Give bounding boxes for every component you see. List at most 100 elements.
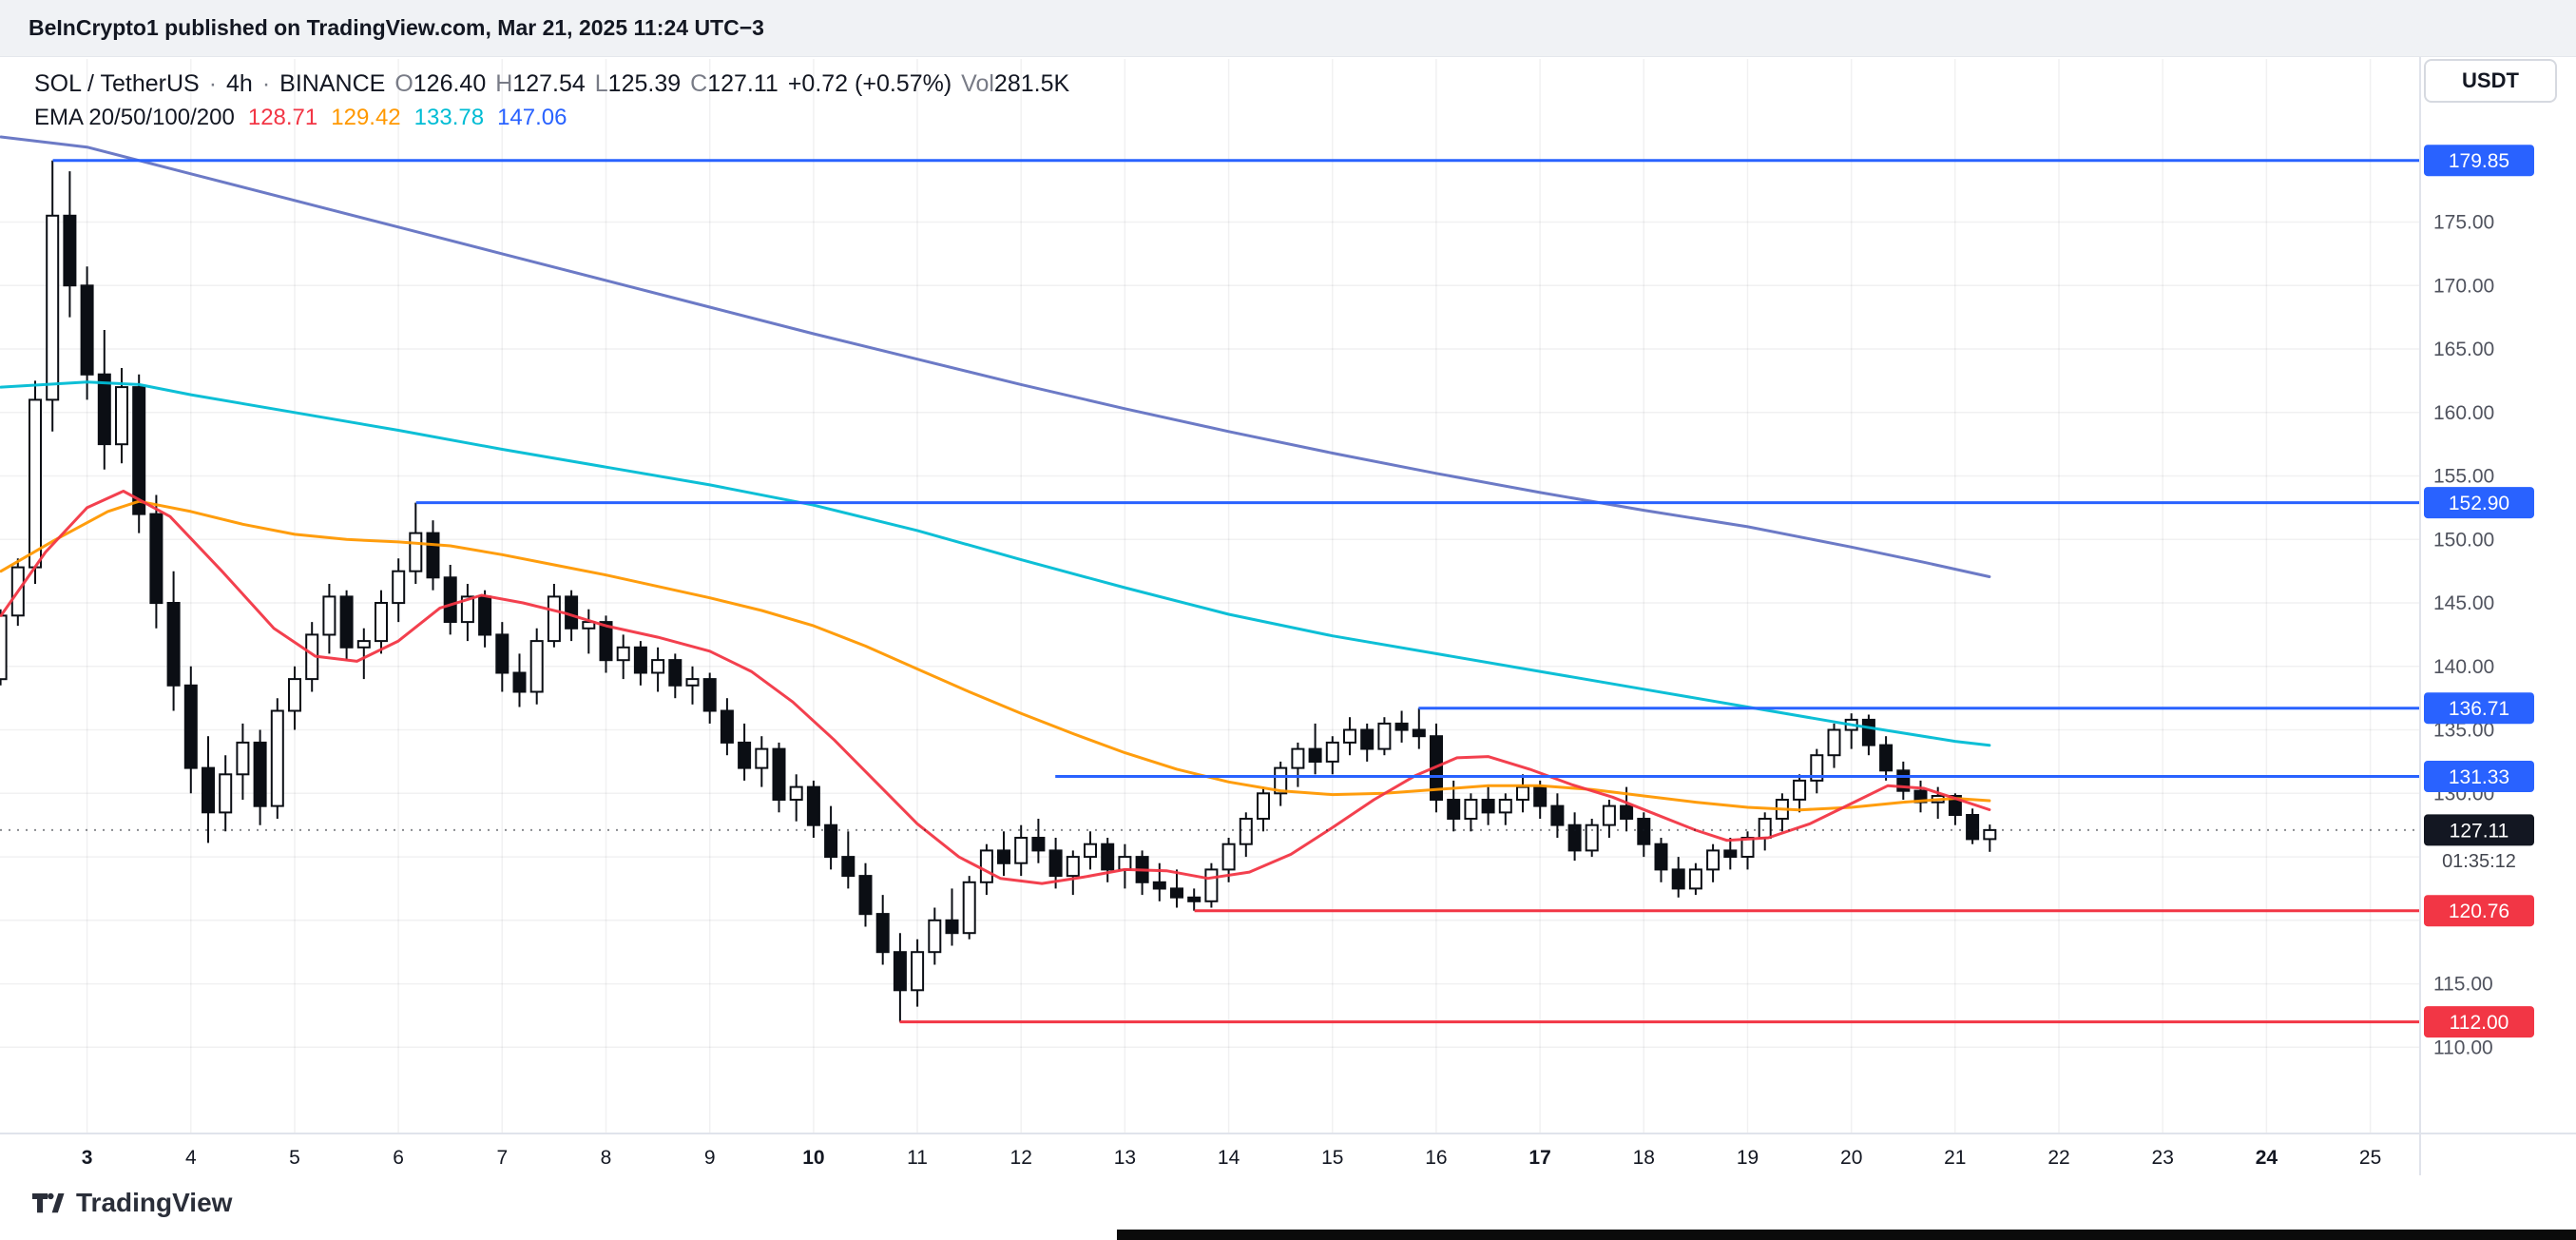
candle-down	[80, 284, 94, 376]
candle-down	[997, 849, 1010, 864]
candle-up	[322, 595, 336, 636]
price-axis-labels: 175.00 170.00 165.00 160.00 155.00 150.00 145.…	[2433, 212, 2494, 1059]
close-value: 127.11	[707, 70, 779, 97]
close-label: C	[690, 70, 708, 97]
bar-countdown: 01:35:12	[2442, 851, 2516, 872]
candle-down	[512, 671, 527, 693]
time-tick-label: 9	[704, 1147, 716, 1169]
candle-down	[824, 823, 838, 859]
candle-down	[1567, 823, 1582, 852]
candle-down	[1861, 718, 1875, 746]
candle-down	[1654, 843, 1668, 871]
candle-down	[738, 741, 752, 769]
candle-up	[1343, 728, 1356, 744]
candle-down	[772, 747, 786, 801]
countdown-box	[2424, 845, 2534, 875]
high-value: 127.54	[512, 70, 586, 97]
price-axis[interactable]	[2420, 57, 2576, 1133]
time-axis[interactable]	[0, 1133, 2420, 1175]
candle-up	[1084, 843, 1097, 859]
candle-down	[1394, 722, 1409, 731]
time-tick-label: 19	[1737, 1147, 1759, 1169]
time-tick-label: 21	[1944, 1147, 1966, 1169]
price-label-box	[2424, 692, 2534, 725]
candle-up	[115, 386, 128, 446]
candle-down	[1879, 744, 1894, 772]
candle-up	[1464, 799, 1478, 820]
candle-down	[202, 766, 215, 814]
symbol-header: SOL / TetherUS · 4h · BINANCE O126.40 H1…	[34, 70, 1069, 98]
tradingview-watermark[interactable]: TradingView	[29, 1187, 232, 1219]
candle-down	[1966, 814, 1980, 841]
low-value: 125.39	[607, 70, 682, 97]
candle-down	[893, 951, 907, 992]
grid	[0, 59, 2420, 1133]
candle-down	[63, 214, 77, 287]
price-label-text: 112.00	[2450, 1012, 2509, 1034]
candle-down	[183, 684, 198, 769]
candle-down	[720, 709, 734, 744]
candle-up	[616, 646, 630, 662]
interval-value[interactable]: 4h	[226, 70, 253, 97]
time-tick-label: 4	[185, 1147, 197, 1169]
candle-up	[582, 621, 596, 630]
candle-up	[789, 785, 803, 801]
time-tick-label: 3	[82, 1147, 93, 1169]
candle-up	[1221, 843, 1236, 871]
exchange-name[interactable]: BINANCE	[279, 70, 386, 97]
candle-up	[1688, 868, 1702, 890]
ohlc-low: L125.39	[595, 70, 681, 98]
tradingview-logo-icon	[31, 1192, 65, 1213]
price-label-box	[2424, 145, 2534, 177]
ema-line-50	[0, 499, 1991, 812]
volume: Vol281.5K	[961, 70, 1069, 98]
candle-up	[1706, 849, 1721, 871]
ema-line-200	[0, 135, 1991, 578]
current-price-label: 127.11 01:35:12	[2424, 814, 2534, 875]
symbol-name[interactable]: SOL / TetherUS	[34, 70, 200, 97]
candle-up	[270, 709, 284, 807]
time-tick-label: 20	[1840, 1147, 1862, 1169]
candle-down	[858, 875, 873, 916]
time-tick-label: 24	[2256, 1147, 2278, 1169]
currency-toggle-button[interactable]: USDT	[2424, 59, 2557, 103]
price-label-text: 127.11	[2450, 820, 2509, 842]
candle-up	[1325, 741, 1339, 763]
candle-up	[1810, 754, 1824, 782]
candle-up	[356, 640, 371, 649]
ohlc-open: O126.40	[394, 70, 486, 98]
time-tick-label: 12	[1010, 1147, 1032, 1169]
high-label: H	[495, 70, 513, 97]
candle-up	[1516, 785, 1529, 801]
bottom-bar	[1117, 1230, 2576, 1240]
candle-up	[1291, 747, 1305, 769]
price-label-box	[2424, 1006, 2534, 1038]
level-lines	[52, 159, 2420, 1024]
price-tick-label: 140.00	[2433, 656, 2494, 678]
candle-up	[651, 659, 665, 674]
price-tick-label: 155.00	[2433, 466, 2494, 488]
time-axis-labels: 3 4 5 6 7 8 9 10 11 12 13 14 15 16 17 18 19 20 21 22 23 24 25	[82, 1147, 2382, 1169]
candle-up	[0, 614, 8, 681]
candle-down	[841, 856, 855, 878]
separator-dot: ·	[208, 70, 218, 97]
candle-down	[668, 659, 682, 687]
candle-down	[1447, 799, 1461, 820]
volume-label: Vol	[961, 70, 994, 97]
candle-up	[755, 747, 769, 769]
candle-up	[460, 595, 474, 624]
candle-down	[253, 741, 267, 807]
price-tick-label: 135.00	[2433, 720, 2494, 742]
price-label-box	[2424, 814, 2534, 846]
candle-down	[1187, 896, 1201, 902]
time-tick-label: 10	[802, 1147, 824, 1169]
price-label-text: 152.90	[2449, 493, 2509, 514]
candle-up	[911, 951, 925, 992]
candle-down	[1152, 881, 1166, 890]
candle-down	[702, 678, 717, 712]
ema-legend-title[interactable]: EMA 20/50/100/200	[34, 105, 235, 130]
publication-banner: BeInCrypto1 published on TradingView.com…	[0, 0, 2576, 57]
price-tick-label: 115.00	[2433, 974, 2493, 996]
candle-down	[1412, 728, 1426, 738]
